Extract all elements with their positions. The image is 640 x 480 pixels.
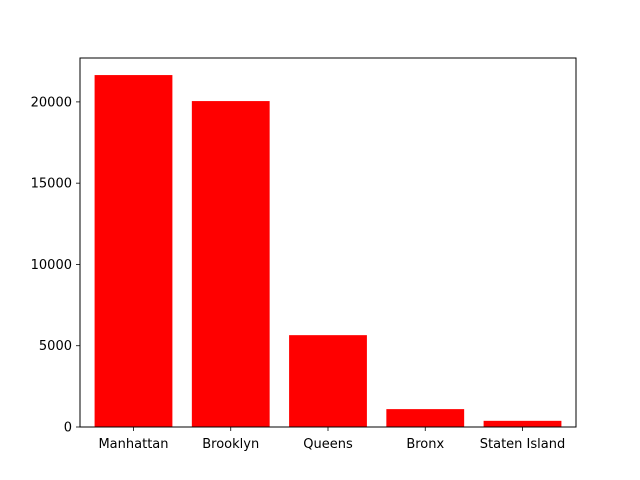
x-axis: Manhattan Brooklyn Queens Bronx Staten Islan…	[98, 427, 565, 452]
bar-staten-island	[483, 420, 562, 427]
x-tick-label: Brooklyn	[202, 437, 259, 452]
x-tick-label: Queens	[303, 437, 353, 452]
bar-manhattan	[94, 75, 173, 427]
x-tick-label: Bronx	[406, 437, 444, 452]
y-tick-label: 0	[64, 421, 72, 436]
x-tick-label: Manhattan	[98, 437, 168, 452]
plot-frame	[79, 57, 577, 428]
bar-bronx	[386, 409, 465, 427]
bar-queens	[289, 335, 367, 427]
y-tick-label: 15000	[31, 177, 72, 192]
y-tick-label: 10000	[31, 258, 72, 273]
y-tick-label: 5000	[39, 339, 72, 354]
y-axis: 0 5000 10000 15000 20000	[31, 95, 80, 436]
bar-brooklyn	[191, 101, 270, 428]
y-tick-label: 20000	[31, 95, 72, 110]
bar-series	[94, 75, 562, 428]
x-tick-label: Staten Island	[480, 437, 565, 452]
